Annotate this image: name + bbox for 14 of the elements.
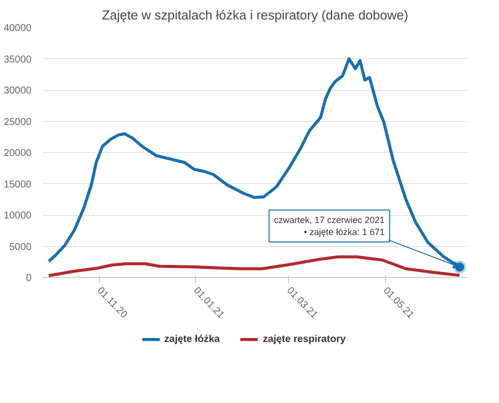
chart-title: Zajęte w szpitalach łóżka i respiratory (dane dobowe) <box>102 8 408 22</box>
annotation: czwartek, 17 czerwiec 2021 • zajęte łóżka: 1 671 <box>274 215 385 238</box>
y-tick-label: 10000 <box>4 210 32 222</box>
line-series <box>47 255 462 278</box>
y-tick-label: 0 <box>26 273 32 284</box>
y-tick-label: 5000 <box>9 242 32 253</box>
y-tick-label: 15000 <box>4 179 32 190</box>
legend-label: zajęte łóżka <box>164 334 220 344</box>
y-tick-label: 35000 <box>4 54 32 66</box>
legend-label: zajęte respiratory <box>262 334 346 344</box>
y-tick-label: 30000 <box>4 86 32 96</box>
y-tick-label: 20000 <box>4 148 32 159</box>
y-tick-label: 25000 <box>4 116 32 128</box>
y-tick-label: 40000 <box>4 23 32 34</box>
